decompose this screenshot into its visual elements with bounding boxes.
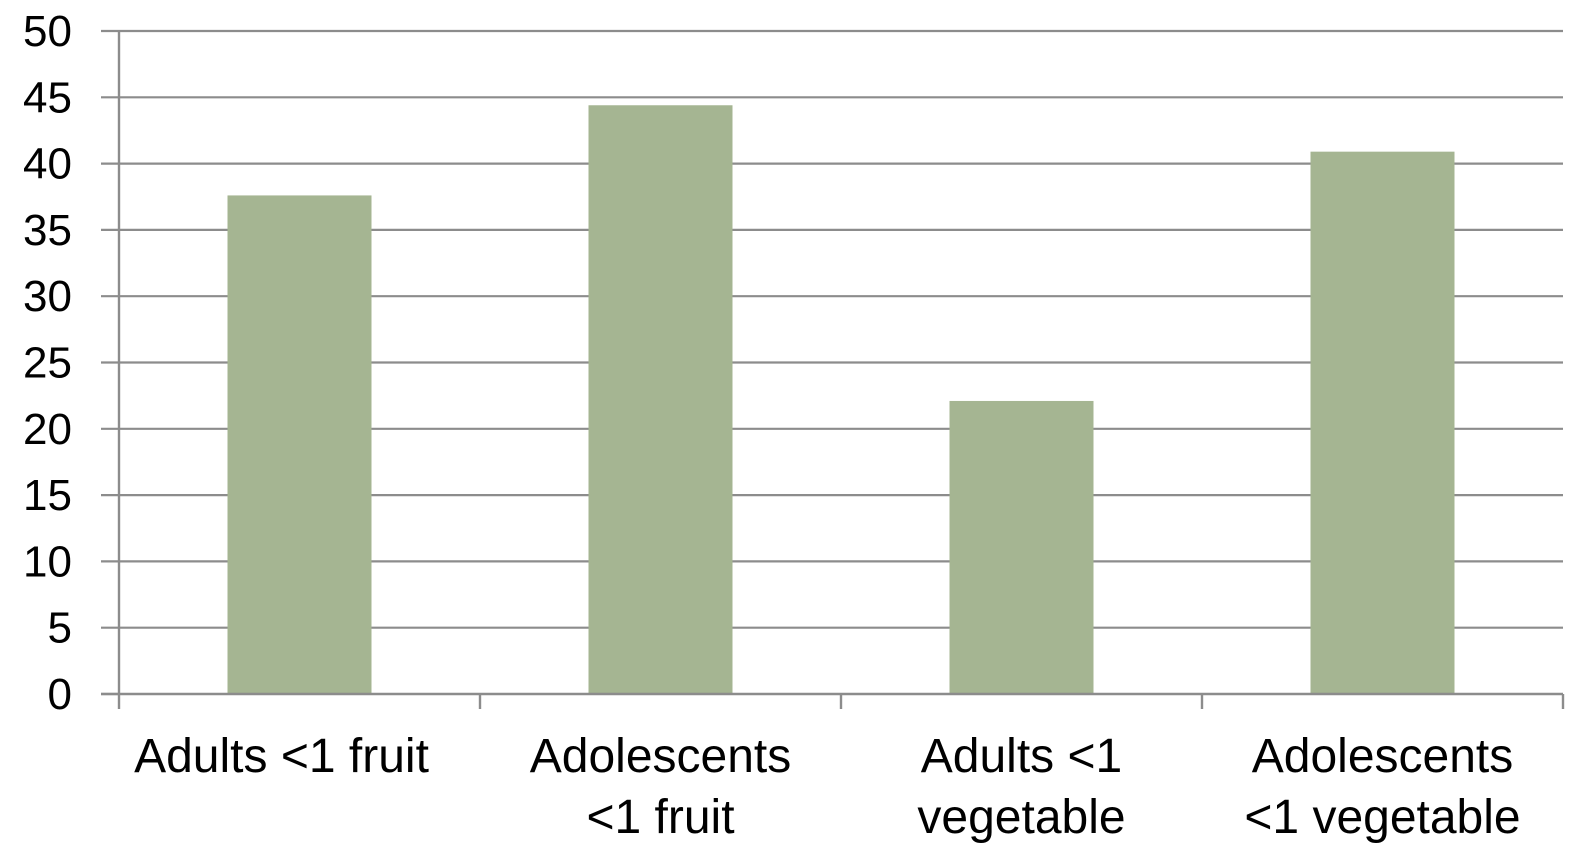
y-tick-label: 10 xyxy=(23,537,72,586)
y-tick-label: 45 xyxy=(23,73,72,122)
x-category-labels: Adults <1 fruit Adolescents <1 fruit Adults… xyxy=(134,730,1521,844)
y-tick-label: 50 xyxy=(23,7,72,56)
bar-1 xyxy=(588,105,733,695)
y-tick-labels: 0 5 10 15 20 25 30 35 40 45 50 xyxy=(23,7,72,719)
y-tick-label: 25 xyxy=(23,339,72,388)
y-tick-label: 40 xyxy=(23,140,72,189)
bar-3 xyxy=(1310,151,1455,694)
x-category-label-line: Adolescents xyxy=(530,730,792,783)
x-category-label-line: Adults <1 fruit xyxy=(134,730,429,783)
x-category-label-line: <1 vegetable xyxy=(1244,791,1520,844)
bar-0 xyxy=(227,195,372,694)
bars xyxy=(227,105,1455,695)
x-category-label-line: <1 fruit xyxy=(586,791,734,844)
y-tick-label: 15 xyxy=(23,471,72,520)
x-category-label-2: Adults <1 vegetable xyxy=(917,730,1125,844)
x-category-label-1: Adolescents <1 fruit xyxy=(530,730,792,844)
y-tick-label: 5 xyxy=(48,604,72,653)
y-tick-label: 30 xyxy=(23,272,72,321)
x-category-label-line: Adults <1 xyxy=(921,730,1122,783)
x-category-label-0: Adults <1 fruit xyxy=(134,730,429,783)
y-tick-label: 35 xyxy=(23,206,72,255)
x-category-label-line: vegetable xyxy=(917,791,1125,844)
bar-2 xyxy=(949,400,1094,694)
y-tick-label: 20 xyxy=(23,405,72,454)
x-category-label-3: Adolescents <1 vegetable xyxy=(1244,730,1520,844)
y-tick-label: 0 xyxy=(48,670,72,719)
axes xyxy=(101,29,1565,709)
x-category-label-line: Adolescents xyxy=(1252,730,1514,783)
